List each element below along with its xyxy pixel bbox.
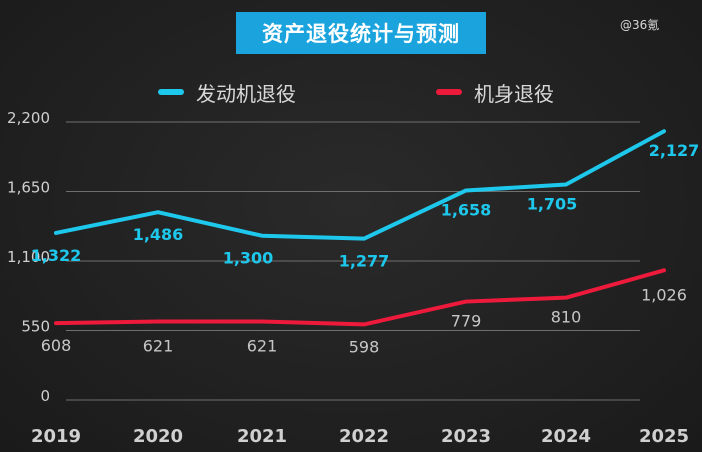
data-label-engine-2020: 1,486 bbox=[133, 225, 184, 244]
x-tick-label-2025: 2025 bbox=[639, 426, 689, 447]
x-tick-label-2022: 2022 bbox=[339, 426, 389, 447]
chart-title: 资产退役统计与预测 bbox=[236, 12, 486, 54]
data-label-airframe-2023: 779 bbox=[451, 312, 482, 331]
data-label-airframe-2022: 598 bbox=[349, 337, 380, 356]
y-tick-label-2: 1,100 bbox=[7, 248, 50, 266]
legend-label-engine: 发动机退役 bbox=[196, 81, 296, 106]
data-label-engine-2019: 1,322 bbox=[31, 246, 82, 265]
x-tick-label-2020: 2020 bbox=[133, 426, 183, 447]
data-label-airframe-2025: 1,026 bbox=[641, 285, 687, 304]
series-line-engine bbox=[54, 129, 666, 241]
data-label-engine-2022: 1,277 bbox=[339, 252, 390, 271]
legend-item-engine: 发动机退役 bbox=[158, 78, 296, 106]
data-label-airframe-2019: 608 bbox=[41, 336, 72, 355]
x-tick-label-2024: 2024 bbox=[541, 426, 591, 447]
series-line-airframe bbox=[54, 268, 666, 327]
data-label-airframe-2021: 621 bbox=[247, 337, 278, 356]
data-label-engine-2025: 2,127 bbox=[649, 141, 700, 160]
x-tick-label-2021: 2021 bbox=[237, 426, 287, 447]
y-tick-label-1: 550 bbox=[21, 318, 50, 336]
x-tick-label-2019: 2019 bbox=[31, 426, 81, 447]
watermark-text: @36氪 bbox=[620, 18, 660, 32]
legend-swatch-engine bbox=[158, 89, 184, 95]
legend-label-airframe: 机身退役 bbox=[474, 81, 554, 106]
data-label-engine-2024: 1,705 bbox=[527, 195, 578, 214]
y-tick-label-3: 1,650 bbox=[7, 179, 50, 197]
y-tick-label-0: 0 bbox=[40, 387, 50, 405]
legend-swatch-airframe bbox=[436, 89, 462, 95]
y-tick-label-4: 2,200 bbox=[7, 109, 50, 127]
data-label-engine-2023: 1,658 bbox=[441, 200, 492, 219]
x-tick-label-2023: 2023 bbox=[441, 426, 491, 447]
legend-item-airframe: 机身退役 bbox=[436, 78, 554, 106]
data-label-airframe-2024: 810 bbox=[551, 308, 582, 327]
data-label-engine-2021: 1,300 bbox=[223, 249, 274, 268]
data-label-airframe-2020: 621 bbox=[143, 337, 174, 356]
